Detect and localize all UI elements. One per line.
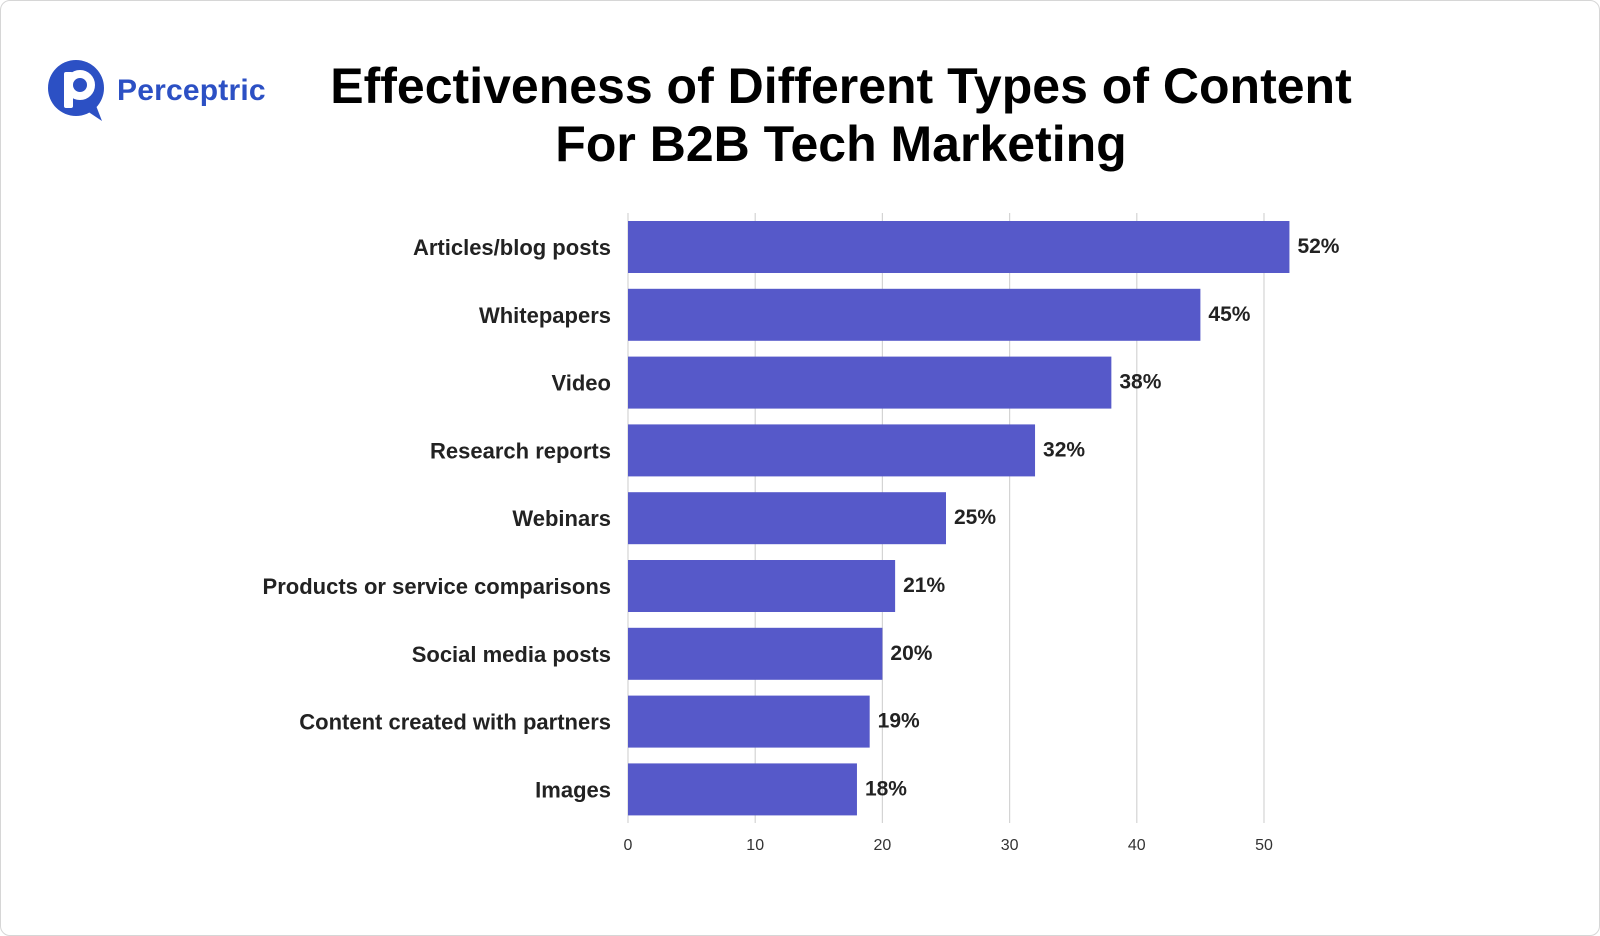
category-label: Articles/blog posts — [413, 235, 611, 260]
bar — [628, 424, 1036, 477]
chart-title: Effectiveness of Different Types of Cont… — [251, 57, 1431, 173]
value-label: 38% — [1119, 371, 1161, 394]
category-label: Whitepapers — [479, 303, 611, 328]
perceptric-p-logo-icon — [48, 60, 104, 121]
x-tick-label: 20 — [874, 837, 892, 854]
value-label: 25% — [954, 506, 996, 529]
value-label: 18% — [865, 777, 907, 800]
x-tick-label: 50 — [1255, 837, 1273, 854]
bar — [628, 492, 946, 545]
brand-logo: Perceptric — [47, 59, 266, 123]
bar — [628, 763, 857, 816]
bar — [628, 356, 1112, 409]
x-tick-label: 30 — [1001, 837, 1019, 854]
category-label: Video — [551, 371, 611, 396]
category-label: Products or service comparisons — [263, 574, 611, 599]
brand-name: Perceptric — [117, 74, 266, 107]
x-tick-label: 40 — [1128, 837, 1146, 854]
bar — [628, 221, 1290, 273]
chart-title-line-1: Effectiveness of Different Types of Cont… — [330, 58, 1352, 114]
value-label: 20% — [890, 642, 932, 665]
category-label: Webinars — [512, 506, 611, 531]
bar — [628, 695, 870, 748]
category-label: Content created with partners — [299, 710, 611, 735]
chart-title-line-2: For B2B Tech Marketing — [555, 116, 1127, 172]
bar — [628, 560, 896, 612]
category-label: Social media posts — [412, 642, 611, 667]
value-label: 19% — [878, 710, 920, 733]
category-label: Images — [535, 777, 611, 802]
value-label: 32% — [1043, 438, 1085, 461]
category-label: Research reports — [430, 438, 611, 463]
x-tick-label: 0 — [624, 837, 633, 854]
x-tick-label: 10 — [746, 837, 764, 854]
value-label: 21% — [903, 574, 945, 597]
value-label: 52% — [1297, 235, 1339, 258]
bar — [628, 288, 1201, 341]
value-label: 45% — [1208, 303, 1250, 326]
bar — [628, 627, 883, 680]
